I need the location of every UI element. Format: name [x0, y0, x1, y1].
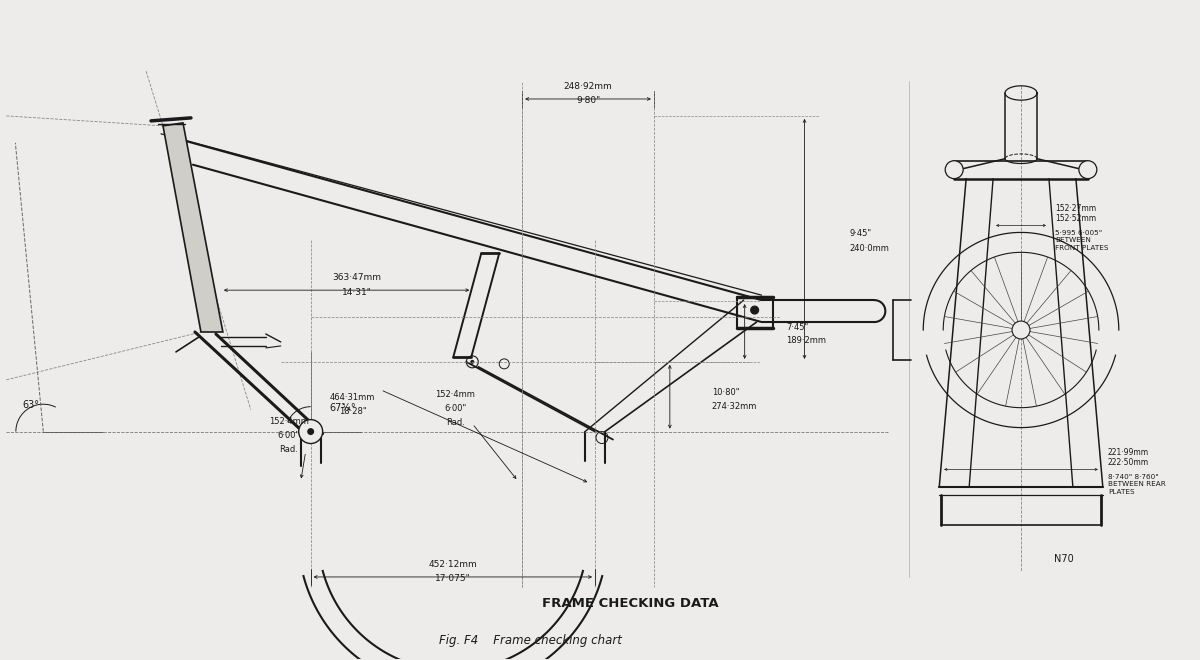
Text: 6·00": 6·00" [277, 431, 300, 440]
Text: 189·2mm: 189·2mm [786, 337, 827, 345]
Text: 18·28": 18·28" [338, 407, 366, 416]
Circle shape [307, 428, 314, 435]
Text: 10·80": 10·80" [712, 388, 739, 397]
Text: 274·32mm: 274·32mm [712, 402, 757, 411]
Text: 9·45": 9·45" [850, 230, 871, 238]
Text: FRAME CHECKING DATA: FRAME CHECKING DATA [541, 597, 719, 611]
Text: 8·740" 8·760"
BETWEEN REAR
PLATES: 8·740" 8·760" BETWEEN REAR PLATES [1108, 474, 1165, 495]
Text: 240·0mm: 240·0mm [850, 244, 889, 253]
Text: 7·45": 7·45" [786, 323, 809, 331]
Text: 17·075": 17·075" [434, 574, 470, 583]
Text: 152·4mm: 152·4mm [269, 417, 308, 426]
Circle shape [1012, 321, 1030, 339]
Text: 152·27mm
152·52mm: 152·27mm 152·52mm [1055, 204, 1096, 223]
Circle shape [946, 161, 964, 179]
Text: 6·00": 6·00" [444, 404, 467, 413]
Text: Fig. F4    Frame checking chart: Fig. F4 Frame checking chart [439, 634, 622, 647]
Text: 152·4mm: 152·4mm [436, 390, 475, 399]
Text: 63°: 63° [23, 400, 40, 410]
Text: Rad.: Rad. [280, 445, 298, 454]
Text: 67¾°: 67¾° [329, 403, 356, 412]
Text: Rad.: Rad. [446, 418, 464, 427]
Text: 221·99mm
222·50mm: 221·99mm 222·50mm [1108, 447, 1148, 467]
Polygon shape [163, 123, 223, 332]
Text: 248·92mm: 248·92mm [564, 82, 612, 90]
Text: 9·80": 9·80" [576, 96, 600, 106]
Text: 363·47mm: 363·47mm [332, 273, 382, 282]
Text: 464·31mm: 464·31mm [330, 393, 376, 402]
Circle shape [1079, 161, 1097, 179]
Text: 14·31": 14·31" [342, 288, 372, 296]
Text: N70: N70 [1054, 554, 1074, 564]
Text: 452·12mm: 452·12mm [428, 560, 478, 568]
Circle shape [299, 420, 323, 444]
Circle shape [470, 360, 474, 364]
Circle shape [751, 306, 758, 314]
Text: 5·995 6·005"
BETWEEN
FRONT PLATES: 5·995 6·005" BETWEEN FRONT PLATES [1055, 230, 1109, 251]
